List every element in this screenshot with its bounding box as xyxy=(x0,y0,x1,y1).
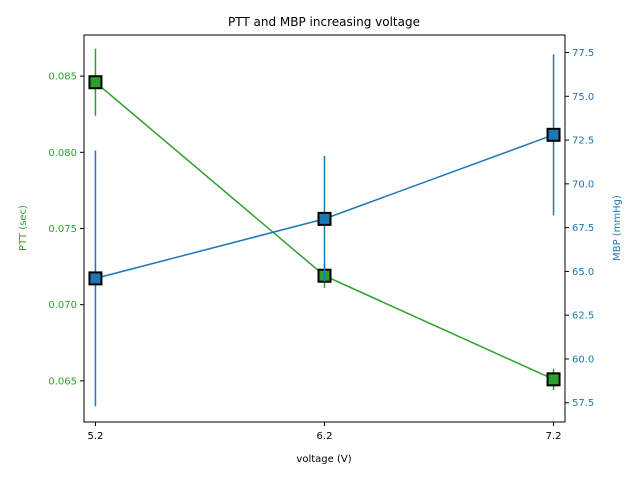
right-y-tick-label: 60.0 xyxy=(572,354,594,365)
left-y-tick-label: 0.085 xyxy=(48,72,77,83)
right-y-tick-label: 65.0 xyxy=(572,267,594,278)
left-y-axis-label: PTT (sec) xyxy=(18,205,29,251)
x-tick-label: 5.2 xyxy=(87,431,103,442)
data-point-left xyxy=(88,75,103,90)
left-y-axis: 0.065 0.070 0.075 0.080 0.085 xyxy=(48,72,84,387)
left-y-tick-label: 0.070 xyxy=(48,300,77,311)
plot-marks xyxy=(88,48,561,407)
right-y-tick-label: 75.0 xyxy=(572,92,594,103)
left-y-tick-label: 0.075 xyxy=(48,224,77,235)
right-y-tick-label: 57.5 xyxy=(572,398,594,409)
right-y-axis: 57.5 60.0 62.5 65.0 67.5 70.0 72.5 75.0 77.5 xyxy=(565,48,594,409)
right-y-tick-label: 72.5 xyxy=(572,136,594,147)
right-y-tick-label: 70.0 xyxy=(572,179,594,190)
chart-title: PTT and MBP increasing voltage xyxy=(228,15,420,29)
left-y-tick-label: 0.065 xyxy=(48,376,77,387)
left-y-tick-label: 0.080 xyxy=(48,148,77,159)
data-point-left xyxy=(546,372,561,387)
data-point-right xyxy=(317,211,332,226)
right-y-tick-label: 62.5 xyxy=(572,311,594,322)
right-y-axis-label: MBP (mmHg) xyxy=(612,195,623,261)
right-y-tick-label: 67.5 xyxy=(572,223,594,234)
data-point-right xyxy=(546,127,561,142)
x-axis-label: voltage (V) xyxy=(296,454,351,465)
x-axis: 5.2 6.2 7.2 xyxy=(87,422,562,442)
x-tick-label: 7.2 xyxy=(546,431,562,442)
x-tick-label: 6.2 xyxy=(317,431,333,442)
data-point-right xyxy=(88,271,103,286)
right-y-tick-label: 77.5 xyxy=(572,48,594,59)
